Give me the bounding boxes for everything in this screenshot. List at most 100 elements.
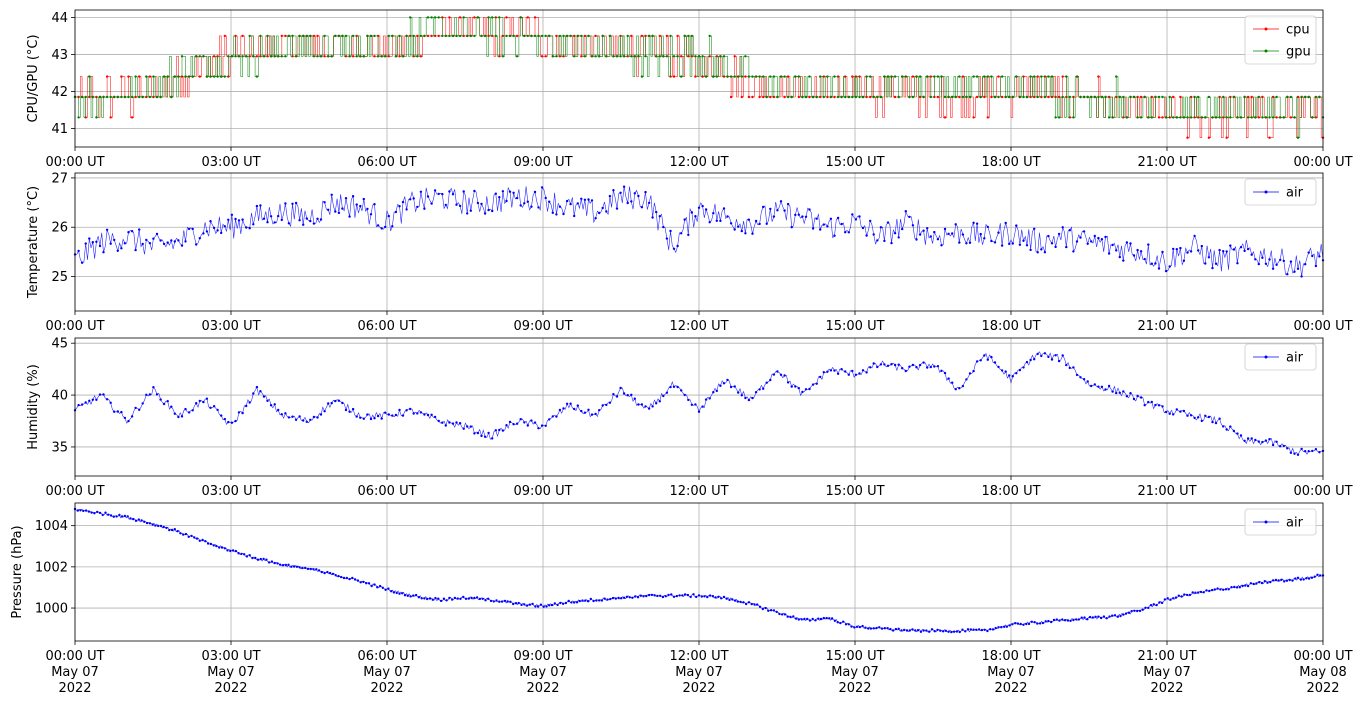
data-point-air [681,594,684,597]
data-point-air [1246,584,1250,588]
data-point-air [1019,622,1022,626]
data-point-air [993,361,997,364]
data-point-air [925,629,928,632]
y-tick-label: 44 [51,11,68,26]
data-point-air [453,596,457,600]
data-point-gpu [508,34,512,38]
data-point-gpu [655,55,658,58]
data-point-air [367,582,371,585]
data-point-gpu [245,55,248,58]
data-point-air [661,595,665,599]
data-point-gpu [633,55,636,58]
data-point-air [676,385,679,389]
data-point-cpu [473,16,476,19]
data-point-air [1050,242,1054,245]
x-tick-label: 03:00 UT [201,484,260,499]
data-point-air [387,413,390,416]
data-point-air [1216,587,1219,590]
data-point-air [1144,606,1147,609]
data-point-air [320,570,323,574]
data-point-air [1008,242,1011,246]
data-point-air [1199,590,1203,594]
data-point-air [448,596,451,600]
data-point-air [929,235,932,238]
data-point-gpu [526,34,529,38]
data-point-gpu [437,16,440,19]
x-tick-label: 09:00 UT [513,484,572,499]
data-point-air [530,419,533,422]
data-point-air [95,240,98,243]
data-point-air [997,626,1000,629]
data-point-cpu [127,75,130,78]
data-point-gpu [1122,95,1125,99]
data-point-air [814,619,817,622]
data-point-air [312,568,315,571]
data-point-gpu [1204,116,1207,119]
data-point-air [1194,591,1197,594]
data-point-air [1257,262,1261,266]
data-point-air [190,534,193,538]
data-point-air [173,528,176,531]
data-point-gpu [1236,116,1239,119]
data-point-air [398,408,401,412]
data-point-gpu [291,34,294,38]
data-point-air [384,411,387,414]
data-point-air [1061,226,1064,229]
data-point-air [416,205,419,209]
data-point-air [869,366,872,369]
data-point-air [758,605,762,608]
data-point-air [731,598,734,601]
data-point-air [302,419,305,422]
data-point-air [584,599,587,602]
data-point-gpu [384,55,387,58]
data-point-gpu [665,55,669,58]
data-point-air [1188,593,1192,597]
data-point-air [640,403,644,406]
data-point-air [954,223,957,226]
data-point-air [794,213,797,217]
data-point-air [590,413,594,416]
data-point-air [1129,242,1132,245]
data-point-air [972,369,975,373]
data-point-air [1090,240,1093,243]
data-point-air [1150,262,1154,265]
data-point-gpu [933,75,936,78]
data-point-gpu [794,75,797,78]
data-point-air [143,520,146,523]
data-point-gpu [337,34,341,38]
data-point-air [751,396,754,400]
data-point-air [469,425,472,428]
data-point-cpu [630,34,633,38]
data-point-air [204,540,207,543]
data-point-air [138,228,141,231]
data-point-air [686,593,690,597]
data-point-gpu [316,55,319,58]
data-point-cpu [958,95,961,99]
data-point-air [961,233,965,236]
data-point-air [847,623,850,626]
data-point-gpu [84,95,87,99]
data-point-air [88,399,91,402]
data-point-air [423,597,426,600]
data-point-air [394,210,398,214]
data-point-air [783,374,786,377]
data-point-cpu [594,34,597,38]
data-point-air [747,218,751,221]
data-point-air [373,417,376,420]
data-point-air [1230,586,1233,589]
data-point-air [1000,369,1004,372]
x-tick-label: 18:00 UT [981,319,1040,334]
x-tick-label: 18:00 UT [981,484,1040,499]
data-point-air [1189,414,1193,417]
data-point-gpu [558,34,562,38]
data-point-air [619,386,622,390]
data-point-air [109,514,113,517]
data-point-gpu [1261,116,1264,119]
data-point-cpu [762,95,765,99]
data-point-cpu [316,34,319,38]
data-point-air [886,221,890,224]
data-point-air [667,593,670,597]
data-point-air [669,385,672,389]
data-point-air [487,431,490,435]
data-point-gpu [890,75,893,78]
